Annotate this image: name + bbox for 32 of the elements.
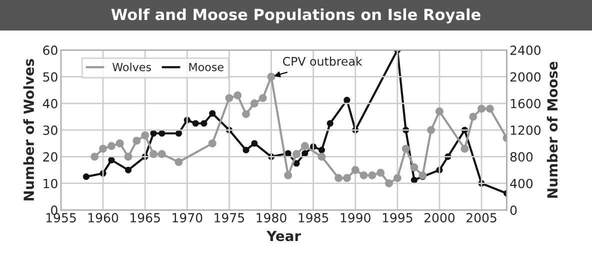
x-tick-label: 1990 [340, 213, 370, 222]
y2-axis-title: Number of Moose [546, 62, 558, 198]
y-tick-label: 40 [42, 98, 58, 108]
x-axis-title: Year [266, 230, 302, 242]
x-tick-label: 1960 [88, 213, 118, 222]
legend-label: Moose [189, 63, 224, 72]
x-tick-label: 1970 [172, 213, 202, 222]
x-tick-label: 1975 [214, 213, 244, 222]
legend-label: Wolves [112, 62, 152, 72]
y2-tick-label: 1200 [510, 126, 541, 135]
x-tick-label: 2000 [424, 213, 455, 222]
x-tick-label: 1995 [382, 213, 412, 222]
y-tick-label: 0 [51, 205, 58, 215]
x-tick-label: 1955 [46, 213, 76, 222]
y-tick-label: 50 [43, 72, 58, 82]
y-tick-label: 60 [43, 46, 58, 56]
x-tick-label: 2005 [466, 213, 496, 222]
y2-tick-label: 400 [510, 178, 533, 188]
y2-tick-label: 2000 [510, 72, 541, 82]
y2-tick-label: 1600 [510, 98, 541, 108]
y2-tick-label: 0 [510, 205, 517, 215]
x-tick-label: 1985 [298, 213, 328, 222]
y2-tick-label: 2400 [510, 46, 541, 56]
y2-tick-label: 800 [510, 152, 533, 162]
chart-title: Wolf and Moose Populations on Isle Royale [111, 8, 480, 24]
x-tick-label: 1965 [130, 213, 160, 222]
y-axis-title: Number of Wolves [23, 59, 34, 200]
x-tick-label: 1980 [256, 213, 286, 222]
annotation: CPV outbreak [283, 56, 362, 66]
y-tick-label: 30 [43, 126, 58, 135]
y-tick-label: 10 [44, 178, 58, 188]
y-tick-label: 20 [43, 152, 58, 162]
